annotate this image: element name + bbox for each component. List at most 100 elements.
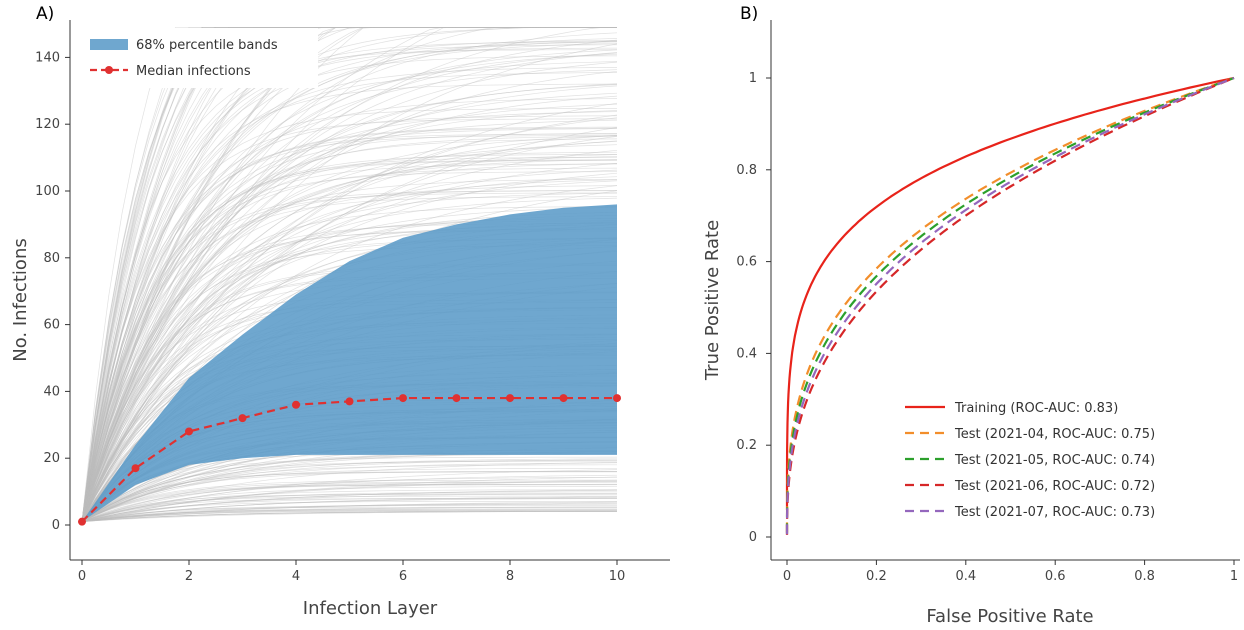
trajectory-line (81, 479, 618, 523)
trajectory-line (81, 108, 617, 522)
y-tick-label: 40 (43, 384, 60, 399)
trajectory-line (81, 503, 617, 523)
trajectory-line (81, 114, 618, 522)
trajectory-line (81, 111, 618, 522)
trajectory-line (81, 510, 617, 523)
legend-band-swatch (90, 39, 128, 50)
x-axis-title: False Positive Rate (926, 606, 1093, 627)
trajectory-line (81, 149, 618, 522)
trajectory-line (81, 69, 618, 522)
x-tick-label: 1 (1230, 569, 1238, 584)
trajectory-line (81, 55, 617, 522)
trajectory-line (81, 26, 617, 522)
x-tick-label: 0.4 (955, 569, 976, 584)
y-tick-label: 0.4 (736, 346, 757, 361)
y-tick-label: 60 (43, 318, 60, 333)
trajectory-line (81, 154, 618, 522)
trajectory-line (81, 460, 617, 522)
trajectory-line (81, 133, 617, 522)
trajectory-line (81, 53, 618, 522)
x-tick-label: 0.8 (1134, 569, 1155, 584)
trajectory-line (81, 127, 618, 522)
trajectory-line (81, 509, 617, 523)
x-tick-label: 10 (609, 569, 626, 584)
x-tick-label: 0.2 (866, 569, 887, 584)
trajectory-line (81, 505, 617, 523)
trajectory-line (81, 511, 618, 523)
y-tick-label: 0 (749, 530, 757, 545)
trajectory-line (81, 480, 618, 523)
trajectory-line (81, 458, 617, 523)
trajectory-line (81, 159, 618, 522)
trajectory-line (81, 163, 617, 522)
trajectory-line (81, 476, 618, 523)
trajectory-line (81, 481, 617, 523)
trajectory-line (81, 128, 617, 522)
trajectory-line (81, 26, 617, 522)
trajectory-line (81, 502, 618, 523)
trajectory-line (81, 197, 618, 522)
trajectory-line (81, 134, 618, 522)
trajectory-line (81, 38, 618, 522)
x-tick-label: 0 (78, 569, 86, 584)
trajectory-line (81, 496, 618, 523)
median-point (613, 394, 621, 403)
roc-curve-line (785, 76, 1235, 533)
trajectory-line (81, 70, 618, 522)
median-point (185, 427, 193, 436)
trajectory-line (81, 26, 617, 522)
trajectory-line (81, 156, 618, 522)
trajectory-line (81, 115, 618, 522)
median-point (452, 394, 461, 403)
trajectory-line (81, 26, 617, 522)
trajectory-line (81, 140, 618, 522)
trajectory-line (81, 26, 617, 522)
median-point (345, 397, 354, 406)
trajectory-line (81, 103, 618, 522)
trajectory-line (81, 119, 618, 522)
trajectory-line (81, 163, 618, 522)
trajectory-line (81, 26, 617, 522)
legend-label: Test (2021-05, ROC-AUC: 0.74) (954, 453, 1155, 468)
x-tick-label: 2 (185, 569, 193, 584)
trajectory-line (81, 462, 618, 523)
x-tick-label: 8 (506, 569, 514, 584)
trajectory-line (81, 92, 618, 522)
roc-curve-line (785, 76, 1235, 535)
median-point (559, 394, 568, 403)
trajectory-line (81, 506, 617, 523)
trajectory-line (81, 26, 617, 522)
y-axis-title: No. Infections (10, 238, 31, 362)
trajectory-line (81, 469, 618, 523)
trajectory-line (81, 135, 618, 522)
trajectory-line (81, 171, 617, 522)
x-tick-label: 4 (292, 569, 300, 584)
panel-a-label: A) (36, 4, 55, 24)
trajectory-line (81, 49, 617, 522)
trajectory-line (81, 26, 617, 522)
trajectory-line (81, 26, 617, 522)
trajectory-line (81, 464, 617, 523)
trajectory-line (81, 72, 618, 522)
trajectory-line (81, 471, 617, 522)
trajectory-line (81, 41, 617, 522)
trajectory-line (81, 144, 618, 522)
legend-median-label: Median infections (136, 64, 251, 79)
trajectory-line (81, 40, 618, 522)
trajectory-line (81, 498, 618, 523)
y-tick-label: 0.6 (736, 255, 757, 270)
trajectory-line (81, 26, 617, 522)
trajectory-line (81, 26, 617, 522)
trajectory-line (81, 40, 618, 522)
trajectory-line (81, 511, 617, 523)
trajectory-line (81, 83, 618, 522)
panel-b-label: B) (740, 4, 759, 24)
x-tick-label: 6 (399, 569, 407, 584)
trajectory-line (81, 484, 617, 523)
trajectory-line (81, 26, 617, 522)
trajectory-line (81, 83, 618, 522)
trajectory-line (81, 98, 618, 522)
trajectory-line (81, 26, 617, 522)
trajectory-line (81, 185, 618, 522)
